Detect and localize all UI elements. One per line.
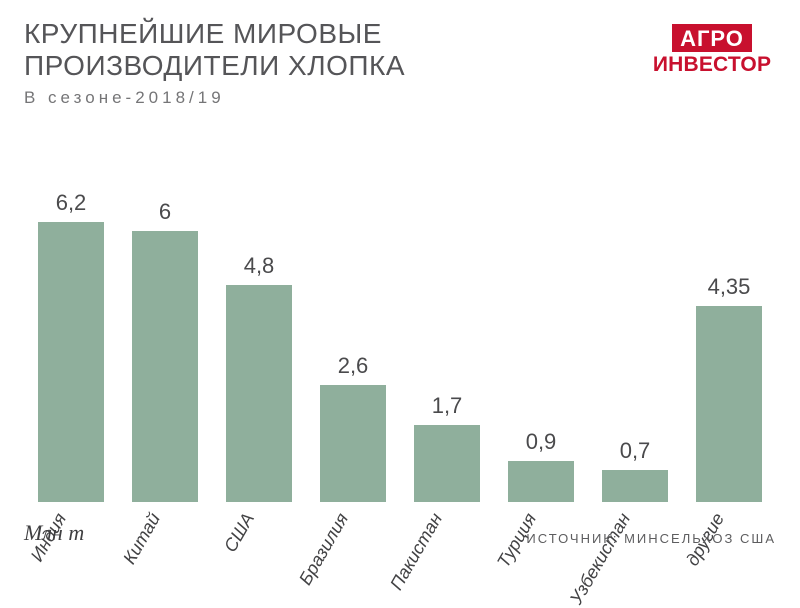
title-line-2: ПРОИЗВОДИТЕЛИ ХЛОПКА [24, 50, 405, 81]
bar [696, 306, 762, 502]
bar-value-label: 2,6 [338, 353, 369, 379]
bar-value-label: 0,7 [620, 438, 651, 464]
bar-value-label: 1,7 [432, 393, 463, 419]
title-line-1: КРУПНЕЙШИЕ МИРОВЫЕ [24, 18, 382, 49]
title-block: КРУПНЕЙШИЕ МИРОВЫЕ ПРОИЗВОДИТЕЛИ ХЛОПКА … [24, 18, 648, 108]
bar [320, 385, 386, 502]
bar-value-label: 6,2 [56, 190, 87, 216]
chart-title: КРУПНЕЙШИЕ МИРОВЫЕ ПРОИЗВОДИТЕЛИ ХЛОПКА [24, 18, 648, 82]
bar-value-label: 0,9 [526, 429, 557, 455]
bar-value-label: 4,8 [244, 253, 275, 279]
logo-top: АГРО [672, 24, 752, 52]
bar [414, 425, 480, 502]
bar-group: 1,7 [400, 120, 494, 502]
bar [38, 222, 104, 502]
agroinvestor-logo: АГРО ИНВЕСТОР [648, 20, 776, 78]
bar-group: 4,35 [682, 120, 776, 502]
footer: Млн т ИСТОЧНИК: МИНСЕЛЬХОЗ США [24, 520, 776, 546]
bar-chart: 6,2 6 4,8 2,6 1,7 0,9 0,7 4,35 [24, 120, 776, 502]
logo-bottom: ИНВЕСТОР [653, 52, 771, 75]
bar-group: 2,6 [306, 120, 400, 502]
bar-group: 6,2 [24, 120, 118, 502]
bar [132, 231, 198, 502]
bar-group: 0,9 [494, 120, 588, 502]
bar-group: 0,7 [588, 120, 682, 502]
header: КРУПНЕЙШИЕ МИРОВЫЕ ПРОИЗВОДИТЕЛИ ХЛОПКА … [24, 18, 776, 108]
bar-value-label: 6 [159, 199, 171, 225]
source-label: ИСТОЧНИК: МИНСЕЛЬХОЗ США [526, 531, 776, 546]
bar-value-label: 4,35 [708, 274, 751, 300]
bar [226, 285, 292, 502]
chart-subtitle: В сезоне-2018/19 [24, 88, 648, 108]
bar [508, 461, 574, 502]
bar-group: 6 [118, 120, 212, 502]
chart-container: КРУПНЕЙШИЕ МИРОВЫЕ ПРОИЗВОДИТЕЛИ ХЛОПКА … [0, 0, 800, 558]
unit-label: Млн т [24, 520, 84, 546]
bar-group: 4,8 [212, 120, 306, 502]
bar [602, 470, 668, 502]
